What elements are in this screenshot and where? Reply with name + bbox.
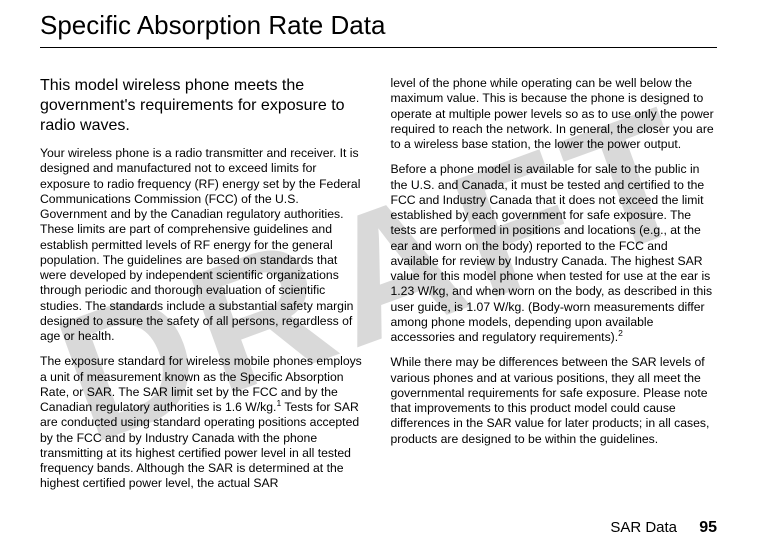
page-content: Specific Absorption Rate Data This model… <box>0 0 757 547</box>
body-paragraph: level of the phone while operating can b… <box>391 76 718 152</box>
lead-paragraph: This model wireless phone meets the gove… <box>40 76 367 136</box>
page-footer: SAR Data 95 <box>610 519 717 537</box>
body-paragraph: While there may be differences between t… <box>391 355 718 447</box>
footnote-ref: 2 <box>618 328 623 338</box>
page-title: Specific Absorption Rate Data <box>40 10 717 48</box>
two-column-layout: This model wireless phone meets the gove… <box>40 76 717 502</box>
body-paragraph: Your wireless phone is a radio transmitt… <box>40 146 367 344</box>
column-left: This model wireless phone meets the gove… <box>40 76 367 502</box>
body-paragraph: The exposure standard for wireless mobil… <box>40 354 367 491</box>
footer-section: SAR Data <box>610 519 677 536</box>
text-run: Before a phone model is available for sa… <box>391 162 713 344</box>
page-number: 95 <box>699 519 717 536</box>
column-right: level of the phone while operating can b… <box>391 76 718 502</box>
body-paragraph: Before a phone model is available for sa… <box>391 162 718 345</box>
